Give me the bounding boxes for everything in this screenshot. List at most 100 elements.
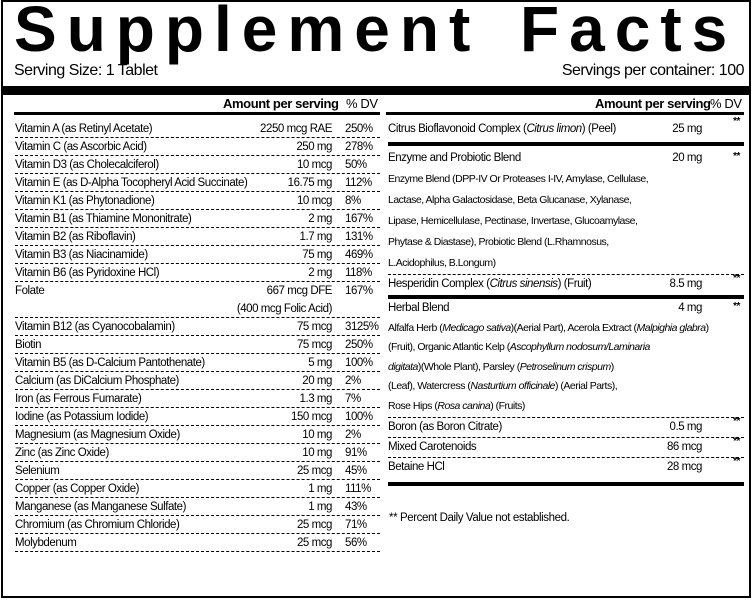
nutrient-name: Boron (as Boron Citrate) (388, 420, 502, 433)
nutrient-name: Vitamin C (as Ascorbic Acid) (15, 141, 147, 153)
left-nutrient-list: Vitamin A (as Retinyl Acetate) 2250 mcg R… (15, 120, 380, 552)
blend-ingredients-line: Lipase, Hemicellulase, Pectinase, Invert… (388, 215, 638, 227)
blend-block: Enzyme and Probiotic Blend 20 mg ** Enzyme … (388, 146, 744, 275)
nutrient-dv: ** (733, 273, 740, 284)
latin-name: Rosa canina (437, 399, 491, 412)
nutrient-name: Selenium (15, 465, 60, 477)
latin-name: Malpighia glabra (636, 321, 707, 334)
nutrient-dv: 112% (345, 177, 372, 189)
nutrient-row: Chromium (as Chromium Chloride) 25 mcg 71% (15, 516, 380, 534)
name-part: ) (Aerial Parts), (555, 380, 618, 393)
nutrient-name: Vitamin B2 (as Riboflavin) (15, 231, 136, 243)
nutrient-amount: 2 mg (308, 267, 332, 279)
latin-name: Citrus sinensis (489, 278, 558, 290)
blend-ingredients-line: Rose Hips (Rosa canina) (Fruits) (388, 397, 744, 417)
nutrient-dv: 8% (345, 195, 361, 207)
nutrient-amount: 1.3 mg (299, 393, 333, 405)
nutrient-row: Iron (as Ferrous Fumarate) 1.3 mg 7% (15, 390, 380, 408)
name-part: ) (Peel) (581, 123, 617, 135)
nutrient-amount: 25 mcg (296, 519, 332, 531)
nutrient-amount: 75 mcg (296, 339, 332, 351)
nutrient-name: Iron (as Ferrous Fumarate) (15, 393, 142, 405)
name-part: ) (610, 360, 615, 373)
blend-ingredients-line: (Leaf), Watercress (Nasturtium officinal… (388, 377, 744, 397)
nutrient-amount: 1 mg (308, 483, 332, 495)
nutrient-name: Manganese (as Manganese Sulfate) (15, 501, 186, 513)
nutrient-amount: 10 mg (302, 429, 332, 441)
nutrient-dv: 2% (345, 375, 361, 387)
nutrient-dv: 7% (345, 393, 361, 405)
blend-ingredients-line: Alfalfa Herb (Medicago sativa)(Aerial Pa… (388, 319, 744, 339)
nutrient-name: Chromium (as Chromium Chloride) (15, 519, 180, 531)
nutrient-dv: 100% (345, 411, 373, 423)
nutrient-dv: 167% (345, 285, 373, 297)
nutrient-name: Vitamin B3 (as Niacinamide) (15, 249, 148, 261)
nutrient-amount: 2 mg (308, 213, 332, 225)
nutrient-dv: 2% (345, 429, 361, 441)
name-part: Hesperidin Complex ( (388, 278, 490, 290)
nutrient-row: Citrus Bioflavonoid Complex (Citrus limo… (388, 116, 744, 142)
label-title: Supplement Facts (14, 0, 738, 65)
nutrient-row: Vitamin B2 (as Riboflavin) 1.7 mg 131% (15, 228, 380, 246)
nutrient-amount: 10 mg (302, 447, 332, 459)
nutrient-row: Copper (as Copper Oxide) 1 mg 111% (15, 480, 380, 498)
thick-divider (3, 86, 749, 95)
right-dv-header: % DV (710, 96, 742, 111)
nutrient-amount: 0.5 mg (669, 420, 703, 433)
nutrient-row: Vitamin B5 (as D-Calcium Pantothenate) 5 … (15, 354, 380, 372)
nutrient-row: Vitamin C (as Ascorbic Acid) 250 mg 278% (15, 138, 380, 156)
nutrient-name: Vitamin D3 (as Cholecalciferol) (15, 159, 159, 171)
nutrient-amount: 20 mg (302, 375, 332, 387)
nutrient-sub-amount: (400 mcg Folic Acid) (236, 303, 333, 315)
nutrient-name: Zinc (as Zinc Oxide) (15, 447, 109, 459)
nutrient-name: Hesperidin Complex (Citrus sinensis) (Fr… (388, 278, 592, 290)
nutrient-name: Mixed Carotenoids (388, 440, 477, 453)
nutrient-row: Enzyme and Probiotic Blend 20 mg ** (388, 148, 744, 169)
header-divider (14, 112, 380, 115)
nutrient-amount: 75 mcg (296, 321, 332, 333)
nutrient-name: Citrus Bioflavonoid Complex (Citrus limo… (388, 123, 616, 135)
name-part: (Leaf), Watercress ( (388, 380, 471, 393)
thick-divider (388, 142, 744, 146)
nutrient-row: Zinc (as Zinc Oxide) 10 mg 91% (15, 444, 380, 462)
name-part: ) (705, 321, 710, 334)
nutrient-dv: 111% (345, 483, 371, 495)
nutrient-amount: 8.5 mg (669, 278, 703, 290)
nutrient-row: Vitamin B1 (as Thiamine Mononitrate) 2 mg… (15, 210, 380, 228)
nutrient-amount: 5 mg (308, 357, 332, 369)
nutrient-row: Betaine HCl 28 mcg ** (388, 456, 744, 478)
nutrient-name: Biotin (15, 339, 42, 351)
nutrient-name: Molybdenum (15, 537, 77, 549)
nutrient-name: Vitamin E (as D-Alpha Tocopheryl Acid Su… (15, 177, 248, 189)
nutrient-amount: 25 mcg (296, 465, 332, 477)
nutrient-name: Calcium (as DiCalcium Phosphate) (15, 375, 179, 387)
latin-name: Nasturtium officinale (470, 380, 556, 393)
nutrient-amount: 667 mcg DFE (266, 285, 333, 297)
nutrient-dv: ** (733, 301, 740, 312)
nutrient-row: Vitamin K1 (as Phytonadione) 10 mcg 8% (15, 192, 380, 210)
nutrient-amount: 10 mcg (296, 195, 332, 207)
nutrient-amount: 16.75 mg (287, 177, 333, 189)
blend-ingredients-line: (Fruit), Organic Atlantic Kelp (Ascophyl… (388, 338, 744, 358)
latin-name: Petroselinum crispum (519, 360, 611, 373)
name-part: ) (Fruit) (557, 278, 592, 290)
nutrient-row: Magnesium (as Magnesium Oxide) 10 mg 2% (15, 426, 380, 444)
nutrient-row: Calcium (as DiCalcium Phosphate) 20 mg 2% (15, 372, 380, 390)
latin-name: Citrus limon (526, 123, 582, 135)
nutrient-name: Vitamin B6 (as Pyridoxine HCl) (15, 267, 160, 279)
name-part: Citrus Bioflavonoid Complex ( (388, 123, 527, 135)
name-part: )(Aerial Part), Acerola Extract ( (510, 321, 637, 334)
nutrient-amount: 25 mg (672, 123, 702, 135)
nutrient-row: Vitamin B12 (as Cyanocobalamin) 75 mcg 312… (15, 318, 380, 336)
nutrient-dv: 45% (345, 465, 367, 477)
nutrient-row: Vitamin B6 (as Pyridoxine HCl) 2 mg 118% (15, 264, 380, 282)
nutrient-dv: 278% (345, 141, 373, 153)
nutrient-dv: 469% (345, 249, 373, 261)
nutrient-name: Copper (as Copper Oxide) (15, 483, 140, 495)
nutrient-amount: 28 mcg (666, 460, 702, 473)
nutrient-name: Vitamin K1 (as Phytonadione) (15, 195, 155, 207)
nutrient-amount: 2250 mcg RAE (260, 123, 332, 135)
nutrient-amount: 10 mcg (296, 159, 332, 171)
nutrient-row: Vitamin D3 (as Cholecalciferol) 10 mcg 50% (15, 156, 380, 174)
